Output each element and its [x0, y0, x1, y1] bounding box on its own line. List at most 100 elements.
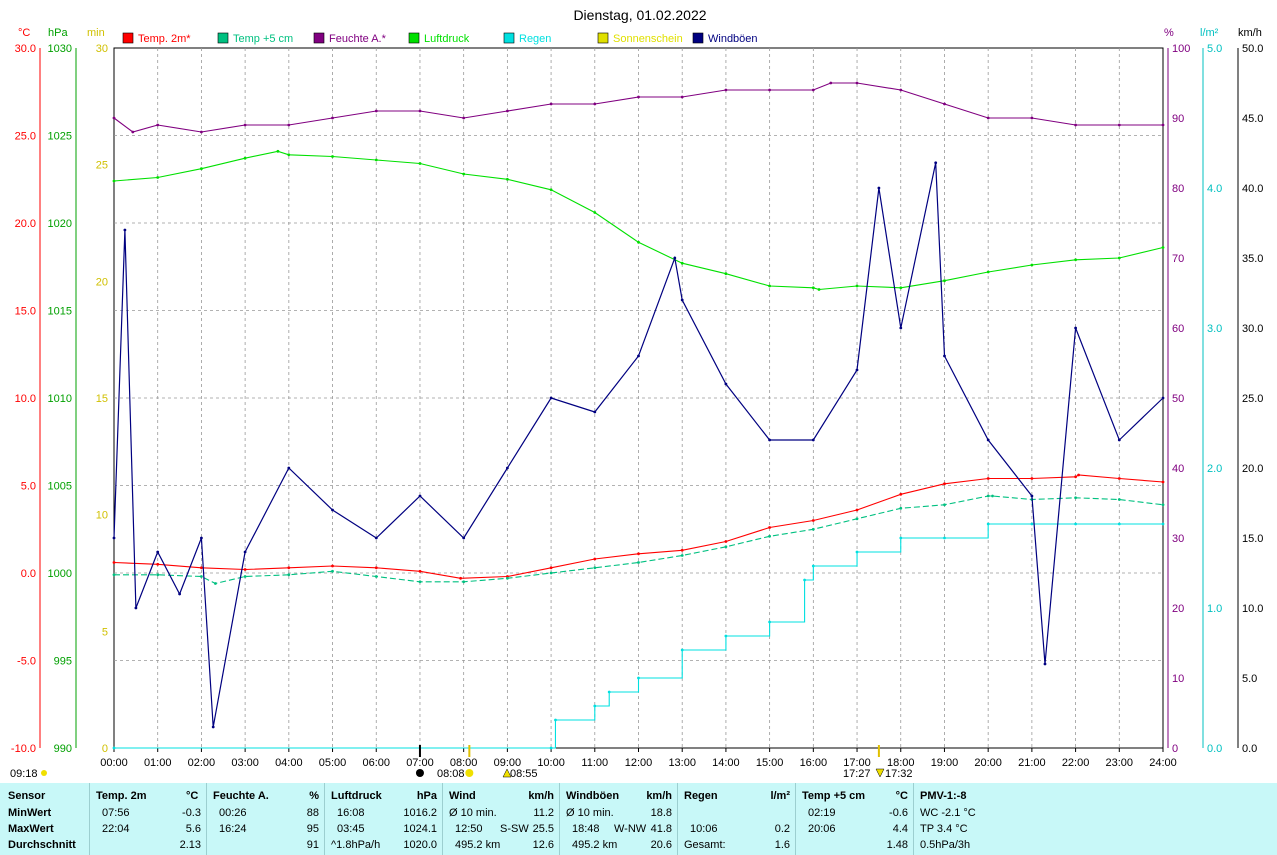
kmh-unit: km/h	[1238, 27, 1262, 39]
series-point-6	[506, 466, 509, 470]
percent-tick: 40	[1172, 463, 1184, 475]
series-point-2	[593, 102, 597, 106]
series-point-2	[829, 81, 833, 85]
series-point-2	[811, 88, 815, 92]
kmh-tick: 20.0	[1242, 463, 1263, 475]
series-point-0	[374, 566, 378, 570]
sun-markers: 09:18 08:08 08:55 17:27 17:32	[10, 745, 913, 780]
percent-tick: 20	[1172, 603, 1184, 615]
series-point-4	[811, 564, 815, 568]
series-point-1	[1074, 496, 1077, 500]
time-tick: 09:00	[494, 757, 522, 769]
legend-label: Temp. 2m*	[138, 33, 191, 45]
celsius-tick: 5.0	[21, 481, 36, 493]
series-point-1	[593, 566, 597, 570]
series-point-3	[112, 179, 116, 183]
percent-tick: 70	[1172, 253, 1184, 265]
time-tick: 17:00	[843, 757, 871, 769]
stats-durchschnitt-label: Durchschnitt	[8, 839, 76, 851]
series-point-6	[134, 606, 138, 610]
series-point-1	[1161, 503, 1165, 507]
series-point-2	[899, 88, 903, 92]
series-point-0	[986, 477, 990, 480]
pmv-r3: 0.5hPa/3h	[920, 839, 971, 851]
series-point-3	[724, 272, 728, 276]
time-tick: 00:00	[100, 757, 128, 769]
celsius-tick: 10.0	[15, 393, 36, 405]
legend-swatch	[597, 32, 609, 44]
kmh-tick: 35.0	[1242, 253, 1263, 265]
rain-tick: 4.0	[1207, 183, 1222, 195]
wind-r1-val: 11.2	[533, 807, 554, 819]
celsius-tick: -5.0	[17, 656, 36, 668]
kmh-tick: 5.0	[1242, 673, 1257, 685]
percent-tick: 60	[1172, 323, 1184, 335]
time-tick: 24:00	[1149, 757, 1177, 769]
sunset-label: 17:27	[843, 768, 871, 780]
min-tick: 20	[96, 276, 108, 288]
series-point-3	[462, 172, 466, 176]
series-point-6	[156, 550, 160, 554]
celsius-tick: 30.0	[15, 43, 36, 55]
stats-col-temp5cm: Temp +5 cm °C 02:19 -0.6 20:06 4.4 1.48	[795, 783, 914, 855]
percent-tick: 90	[1172, 113, 1184, 125]
series-point-2	[112, 116, 116, 120]
rain-tick: 3.0	[1207, 323, 1222, 335]
weather-chart: Dienstag, 01.02.2022 Temp. 2m* Temp +5 cm…	[10, 7, 1264, 780]
series-point-0	[811, 519, 815, 522]
series-point-3	[331, 155, 334, 158]
series-point-4	[637, 676, 640, 680]
temp2m-max-time: 22:04	[102, 823, 130, 835]
legend-swatch	[313, 32, 325, 44]
legend-swatch	[122, 32, 134, 44]
series-point-0	[112, 561, 116, 564]
series-point-6	[123, 228, 127, 232]
time-tick: 15:00	[756, 757, 784, 769]
series-point-2	[986, 116, 990, 120]
hpa-tick: 1025	[48, 131, 72, 143]
series-point-6	[899, 326, 903, 330]
time-tick: 04:00	[275, 757, 303, 769]
series-point-4	[554, 718, 557, 722]
time-tick: 21:00	[1018, 757, 1046, 769]
hpa-tick: 1020	[48, 218, 72, 230]
series-point-2	[680, 95, 684, 99]
rain-tick: 2.0	[1207, 463, 1222, 475]
series-point-4	[803, 578, 806, 582]
kmh-tick: 0.0	[1242, 743, 1257, 755]
min-tick: 25	[96, 160, 108, 172]
stats-col-sensor: Sensor MinWert MaxWert Durchschnitt	[0, 783, 90, 855]
luftdruck-trend: ^1.8hPa/h	[331, 839, 381, 851]
feuchte-title: Feuchte A.	[213, 790, 269, 802]
series-point-2	[200, 130, 203, 134]
series-point-6	[200, 536, 203, 540]
series-point-1	[331, 569, 334, 573]
series-point-3	[768, 284, 771, 288]
windboeen-r1-label: Ø 10 min.	[566, 807, 614, 819]
wind-r2-dir: S-SW	[500, 823, 529, 835]
celsius-unit: °C	[18, 27, 30, 39]
time-tick: 19:00	[931, 757, 959, 769]
time-tick: 08:00	[450, 757, 478, 769]
time-tick: 14:00	[712, 757, 740, 769]
series-point-3	[811, 286, 815, 290]
series-point-6	[986, 438, 990, 442]
stats-col-windboeen: Windböen km/h Ø 10 min. 18.8 18:48 W-NW …	[559, 783, 678, 855]
sun-icon	[465, 769, 474, 777]
series-point-1	[680, 554, 684, 557]
legend-swatch	[217, 32, 229, 44]
series-point-1	[899, 506, 903, 510]
series-point-6	[680, 298, 684, 302]
series-point-0	[331, 564, 334, 568]
series-point-4	[1030, 522, 1034, 526]
stats-col-luftdruck: Luftdruck hPa 16:08 1016.2 03:45 1024.1 …	[324, 783, 443, 855]
pmv-title: PMV-1:-8	[920, 790, 967, 802]
series-point-0	[593, 557, 597, 561]
feuchte-max-time: 16:24	[219, 823, 247, 835]
feuchte-max-val: 95	[306, 823, 319, 835]
windboeen-r1-val: 18.8	[650, 807, 672, 819]
temp5cm-max-val: 4.4	[892, 823, 908, 835]
series-point-3	[506, 177, 509, 181]
series-point-1	[462, 580, 466, 584]
series-line-1	[114, 495, 1164, 585]
